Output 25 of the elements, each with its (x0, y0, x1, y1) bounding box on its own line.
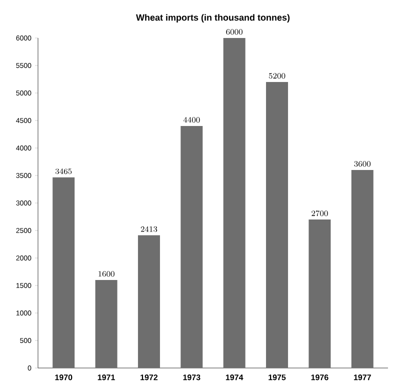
bar (180, 126, 203, 368)
bar (138, 235, 160, 368)
bar (52, 177, 75, 368)
data-label: 1600 (98, 271, 114, 277)
x-tick-label: 1975 (268, 374, 286, 380)
x-tick-label: 1974 (226, 374, 244, 380)
x-tick-label: 1976 (311, 374, 328, 380)
data-label: 4400 (183, 117, 200, 123)
x-tick-label: 1977 (354, 374, 371, 380)
data-label: 3465 (55, 168, 72, 174)
data-label: 3600 (354, 161, 371, 167)
x-tick-label: 1973 (183, 374, 200, 380)
bar (95, 280, 118, 368)
data-label: 2700 (312, 210, 328, 216)
x-tick-label: 1972 (140, 374, 158, 380)
bar (308, 220, 331, 368)
data-label: 6000 (226, 29, 242, 35)
chart-title: Wheat imports (in thousand tonnes) (136, 14, 290, 22)
bar (351, 170, 374, 368)
data-label: 5200 (268, 73, 286, 79)
x-tick-label: 1971 (98, 374, 115, 380)
bar (223, 38, 246, 368)
bar (266, 82, 288, 368)
data-label: 2413 (140, 226, 158, 232)
x-tick-label: 1970 (55, 374, 72, 380)
